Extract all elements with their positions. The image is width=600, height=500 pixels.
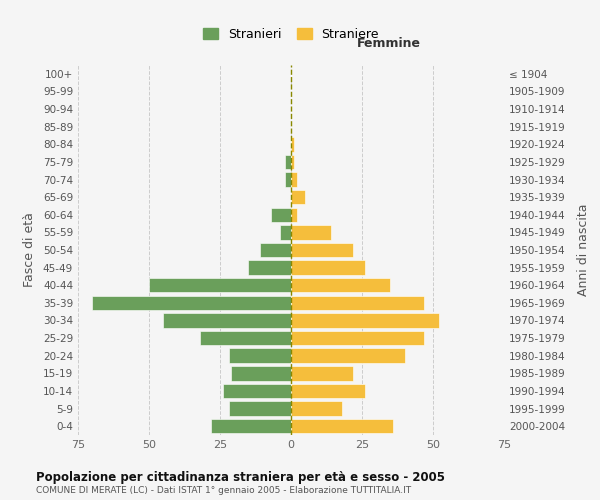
Bar [149,278,291,292]
Bar [232,366,291,380]
Bar [291,225,331,240]
Bar [291,172,296,186]
Bar [271,208,291,222]
Bar [291,331,424,345]
Bar [223,384,291,398]
Bar [291,243,353,257]
Bar [291,402,342,416]
Text: COMUNE DI MERATE (LC) - Dati ISTAT 1° gennaio 2005 - Elaborazione TUTTITALIA.IT: COMUNE DI MERATE (LC) - Dati ISTAT 1° ge… [36,486,411,495]
Y-axis label: Fasce di età: Fasce di età [23,212,36,288]
Bar [291,278,391,292]
Bar [211,419,291,434]
Bar [92,296,291,310]
Bar [291,208,296,222]
Bar [229,348,291,363]
Text: Popolazione per cittadinanza straniera per età e sesso - 2005: Popolazione per cittadinanza straniera p… [36,471,445,484]
Bar [248,260,291,275]
Bar [291,384,365,398]
Bar [291,137,294,152]
Bar [291,314,439,328]
Bar [291,190,305,204]
Bar [286,154,291,169]
Legend: Stranieri, Straniere: Stranieri, Straniere [198,23,384,46]
Bar [229,402,291,416]
Bar [291,154,294,169]
Bar [163,314,291,328]
Y-axis label: Anni di nascita: Anni di nascita [577,204,590,296]
Bar [291,260,365,275]
Bar [291,348,404,363]
Bar [291,366,353,380]
Bar [280,225,291,240]
Bar [291,296,424,310]
Text: Femmine: Femmine [357,37,421,50]
Bar [291,419,393,434]
Bar [286,172,291,186]
Bar [260,243,291,257]
Bar [200,331,291,345]
